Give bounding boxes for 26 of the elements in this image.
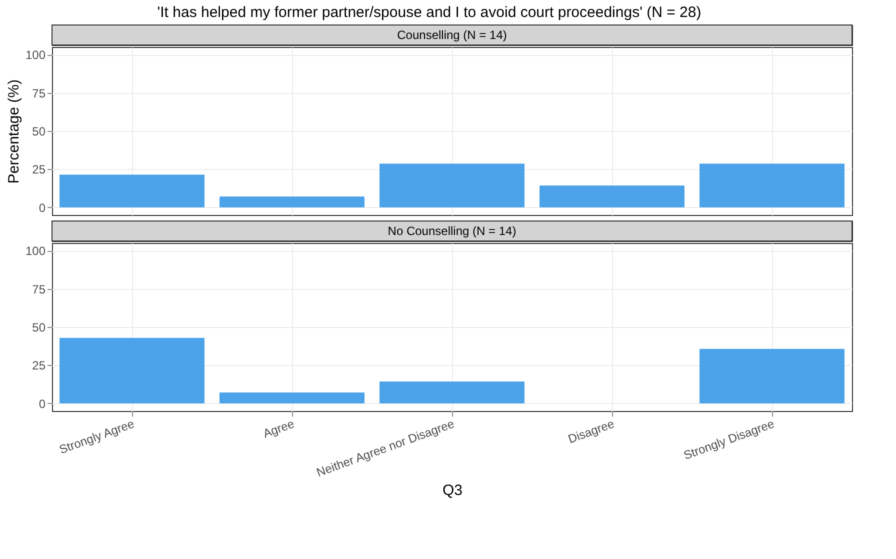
bar: [220, 196, 364, 208]
y-tick-label: 25: [32, 162, 46, 177]
y-axis-title: Percentage (%): [5, 79, 22, 184]
chart-subtitle: No Counselling (N = 14): [388, 224, 516, 238]
bar: [380, 382, 524, 404]
chart-subtitle: Counselling (N = 14): [397, 28, 507, 42]
chart-title: 'It has helped my former partner/spouse and I to avoid court proceedings' (N = 28): [157, 4, 702, 21]
y-tick-label: 50: [32, 320, 46, 334]
y-tick-label: 100: [25, 244, 46, 258]
x-tick-label: Strongly Agree: [57, 416, 136, 457]
bar: [60, 338, 204, 404]
y-tick-label: 100: [25, 48, 46, 62]
bar: [700, 164, 844, 208]
y-tick-label: 0: [38, 396, 46, 411]
y-tick-label: 75: [32, 86, 46, 100]
y-tick-label: 0: [38, 200, 46, 215]
bar: [380, 164, 524, 208]
bar: [700, 348, 844, 404]
x-axis-title: Q3: [442, 482, 463, 499]
bar: [220, 392, 364, 404]
y-tick-label: 75: [32, 282, 46, 296]
y-tick-label: 50: [32, 124, 46, 138]
bar: [540, 186, 684, 208]
x-tick-label: Agree: [261, 416, 296, 441]
bar: [60, 174, 204, 208]
y-tick-label: 25: [32, 358, 46, 373]
